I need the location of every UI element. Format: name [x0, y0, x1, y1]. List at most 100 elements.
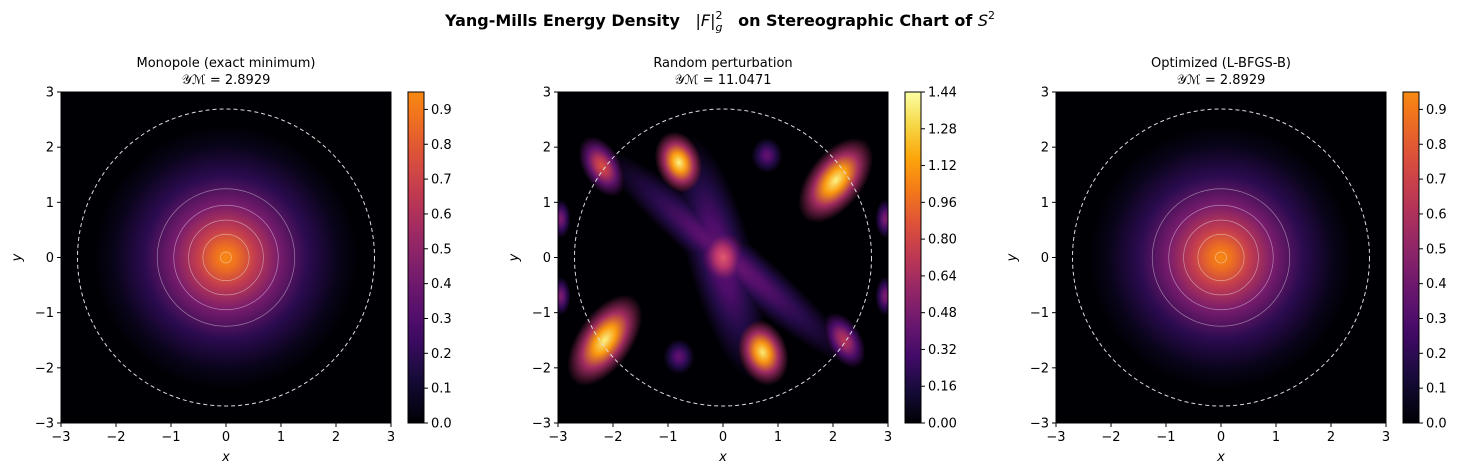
contour-line [1197, 234, 1245, 281]
title-part: 2 [988, 9, 995, 22]
title-part: 2 [716, 9, 723, 22]
contour-line [1168, 204, 1274, 311]
colorbar-tick-label: 0.9 [1426, 103, 1447, 118]
colorbar-tick-label: 0.4 [1426, 277, 1447, 292]
colorbar-tick-label: 0.96 [928, 196, 957, 211]
colorbar-tick-label: 0.7 [431, 173, 452, 188]
colorbar-tick-label: 0.2 [1426, 347, 1447, 362]
colorbar-tick-label: 0.7 [1426, 173, 1447, 188]
colorbar-tick-label: 0.1 [1426, 382, 1447, 397]
x-tick-label: 2 [829, 430, 837, 445]
colorbar-tick-label: 0.6 [1426, 207, 1447, 222]
colorbar-tick-label: 0.0 [1426, 417, 1447, 432]
contour-line [1215, 251, 1227, 264]
colorbar-tick-label: 0.32 [928, 343, 957, 358]
title-part: on Stereographic Chart of [738, 11, 973, 30]
contour-line [173, 204, 279, 311]
x-tick-label: −1 [1156, 430, 1175, 445]
contour-line [1151, 188, 1291, 327]
y-tick-label: −3 [1030, 417, 1049, 432]
panel-subtitle: 𝒴ℳ = 2.8929 [1177, 73, 1266, 88]
colorbar-tick-label: 0.8 [1426, 138, 1447, 153]
y-tick-label: 1 [46, 196, 54, 211]
y-tick-label: 1 [1041, 196, 1049, 211]
title-part: S [978, 11, 988, 30]
x-tick-label: −3 [548, 430, 567, 445]
y-tick-label: −2 [532, 361, 551, 376]
energy-blob [875, 199, 888, 239]
x-axis-label: x [718, 450, 727, 465]
x-tick-label: 3 [884, 430, 892, 445]
panel-subtitle: 𝒴ℳ = 2.8929 [182, 73, 271, 88]
x-tick-label: −1 [658, 430, 677, 445]
energy-blob [751, 137, 783, 174]
colorbar-tick-label: 0.5 [1426, 242, 1447, 257]
y-tick-label: 0 [543, 251, 551, 266]
contour-line [1183, 219, 1259, 296]
colorbar-tick-label: 0.9 [431, 103, 452, 118]
y-tick-label: −3 [532, 417, 551, 432]
y-tick-label: −1 [35, 306, 54, 321]
y-tick-label: 1 [543, 196, 551, 211]
equator-circle [77, 108, 375, 407]
y-tick-label: 3 [1041, 86, 1049, 101]
energy-blob [567, 294, 643, 386]
x-tick-label: 2 [1327, 430, 1335, 445]
x-tick-label: −2 [1101, 430, 1120, 445]
panel-title: Monopole (exact minimum) [137, 56, 316, 71]
x-tick-label: −2 [603, 430, 622, 445]
x-tick-label: 3 [387, 430, 395, 445]
contour-line [156, 188, 296, 327]
energy-blob [578, 136, 626, 197]
title-part: Yang-Mills Energy Density [444, 11, 681, 30]
y-tick-label: 3 [543, 86, 551, 101]
y-axis-label: y [10, 253, 25, 262]
x-axis-label: x [1216, 450, 1225, 465]
colorbar-tick-label: 0.48 [928, 306, 957, 321]
y-tick-label: 0 [1041, 251, 1049, 266]
x-axis-label: x [221, 450, 230, 465]
colorbar-tick-label: 0.80 [928, 233, 957, 248]
energy-field [1089, 125, 1353, 390]
energy-field [94, 125, 358, 390]
y-tick-label: 2 [46, 141, 54, 156]
x-tick-label: 0 [719, 430, 727, 445]
colorbar-tick-label: 0.2 [431, 347, 452, 362]
colorbar [1402, 91, 1420, 424]
x-tick-label: 3 [1382, 430, 1390, 445]
y-tick-label: −3 [35, 417, 54, 432]
x-tick-label: 1 [1272, 430, 1280, 445]
energy-blob [875, 276, 888, 316]
x-tick-label: −1 [161, 430, 180, 445]
energy-blob [736, 319, 789, 386]
x-tick-label: 1 [774, 430, 782, 445]
energy-blob [697, 224, 749, 291]
contour-line [220, 251, 232, 264]
x-tick-label: 1 [277, 430, 285, 445]
energy-blob [798, 137, 874, 223]
equator-circle [574, 108, 872, 407]
colorbar-tick-label: 0.8 [431, 138, 452, 153]
x-tick-label: −3 [1046, 430, 1065, 445]
colorbar-tick-label: 1.44 [928, 86, 957, 101]
x-tick-label: 0 [1217, 430, 1225, 445]
colorbar-tick-label: 0.00 [928, 417, 957, 432]
y-tick-label: −1 [532, 306, 551, 321]
contour-line [202, 234, 250, 281]
panel-subtitle: 𝒴ℳ = 11.0471 [674, 73, 771, 88]
colorbar-tick-label: 0.4 [431, 277, 452, 292]
contour-field [1056, 92, 1386, 423]
colorbar-tick-label: 0.0 [431, 417, 452, 432]
colorbar-tick-label: 0.16 [928, 380, 957, 395]
colorbar-tick-label: 1.12 [928, 159, 957, 174]
y-axis-label: y [507, 253, 522, 262]
colorbar-tick-label: 0.3 [1426, 312, 1447, 327]
title-part: g [716, 21, 723, 34]
contour-line [188, 219, 264, 296]
x-tick-label: −3 [51, 430, 70, 445]
x-tick-label: −2 [106, 430, 125, 445]
colorbar [407, 91, 425, 424]
title-part: |F| [696, 11, 716, 30]
equator-circle [1072, 108, 1370, 407]
